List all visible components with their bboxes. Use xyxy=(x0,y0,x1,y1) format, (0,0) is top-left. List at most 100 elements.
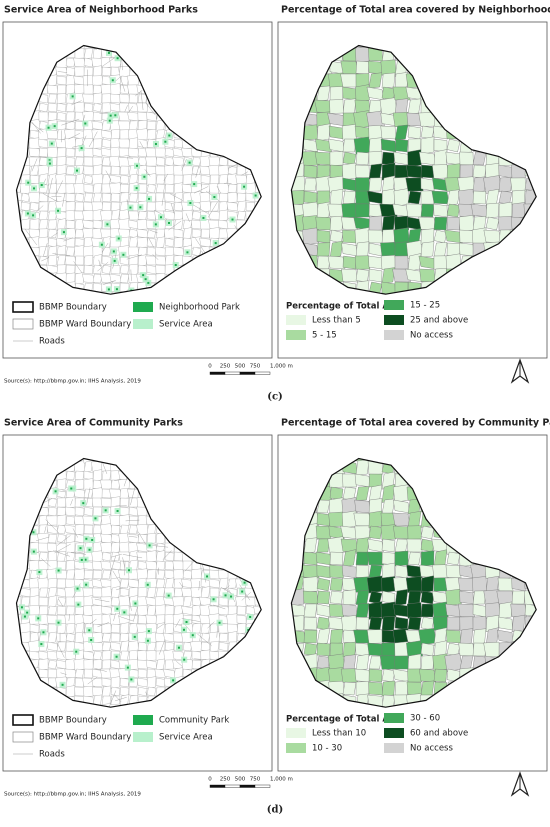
ward xyxy=(48,229,57,238)
ward xyxy=(75,67,85,76)
ward xyxy=(329,126,344,139)
ward xyxy=(369,617,382,630)
ward xyxy=(47,642,58,651)
park xyxy=(230,596,232,598)
ward xyxy=(382,189,395,206)
ward xyxy=(39,193,48,202)
ward xyxy=(459,215,474,231)
scale-label: 1,000 m xyxy=(270,777,293,783)
ward xyxy=(304,538,317,554)
ward xyxy=(343,191,356,204)
ward xyxy=(102,202,111,211)
ward xyxy=(57,94,66,104)
ward xyxy=(138,211,147,220)
ward xyxy=(342,203,358,218)
park xyxy=(57,210,59,212)
park xyxy=(55,490,57,492)
ward xyxy=(473,165,486,178)
ward xyxy=(192,247,201,256)
legend-swatch xyxy=(133,715,153,725)
park xyxy=(77,588,79,590)
ward xyxy=(66,166,75,175)
ward xyxy=(30,219,39,231)
ward xyxy=(395,539,408,552)
ward xyxy=(227,202,239,211)
park xyxy=(116,288,118,290)
ward xyxy=(354,513,371,526)
ward xyxy=(174,552,183,561)
park xyxy=(175,264,177,266)
legend-swatch xyxy=(13,302,33,312)
ward xyxy=(165,570,174,579)
park xyxy=(249,616,251,618)
legend-label: No access xyxy=(410,331,453,341)
ward xyxy=(138,669,147,678)
ward xyxy=(145,157,157,166)
ward xyxy=(48,238,57,247)
ward xyxy=(210,651,220,660)
ward xyxy=(434,204,448,217)
ward xyxy=(219,578,228,589)
park xyxy=(32,214,34,216)
ward xyxy=(472,576,486,592)
ward xyxy=(484,230,501,243)
ward xyxy=(499,191,512,204)
ward xyxy=(111,542,120,553)
ward xyxy=(75,202,84,211)
ward xyxy=(66,103,75,112)
ward xyxy=(129,236,138,248)
ward xyxy=(330,591,343,604)
park xyxy=(26,612,28,614)
ward xyxy=(38,578,50,590)
ward xyxy=(156,265,166,274)
park xyxy=(40,643,42,645)
ward xyxy=(172,597,184,607)
ward xyxy=(421,655,434,669)
scale-label: 1,000 m xyxy=(270,364,293,370)
ward xyxy=(138,139,148,148)
ward xyxy=(209,157,220,166)
park xyxy=(110,115,112,117)
legend-label: Service Area xyxy=(159,733,213,743)
legend-label: Roads xyxy=(39,337,65,347)
scale-segment xyxy=(255,372,270,375)
ward xyxy=(330,87,343,101)
ward xyxy=(165,174,174,185)
ward xyxy=(137,129,149,141)
ward xyxy=(111,676,120,688)
ward xyxy=(356,242,369,258)
ward xyxy=(147,184,156,193)
legend-label: Less than 5 xyxy=(312,316,361,326)
ward xyxy=(92,551,104,563)
ward xyxy=(102,471,111,481)
map-title: Service Area of Community Parks xyxy=(4,418,183,429)
ward xyxy=(341,61,358,74)
ward xyxy=(47,85,57,94)
ward xyxy=(102,660,111,669)
legend-label: 25 and above xyxy=(410,316,468,326)
ward xyxy=(110,94,121,103)
ward xyxy=(120,274,129,283)
ward xyxy=(66,552,75,561)
ward xyxy=(499,216,513,230)
ward xyxy=(407,682,422,695)
ward xyxy=(316,552,331,565)
ward xyxy=(304,630,317,643)
ward xyxy=(408,591,421,604)
scale-segment xyxy=(240,372,255,375)
ward xyxy=(173,561,184,570)
ward xyxy=(39,659,48,671)
ward xyxy=(473,629,486,645)
ward xyxy=(128,211,138,220)
ward xyxy=(65,256,75,265)
ward xyxy=(355,165,369,178)
ward xyxy=(317,243,330,257)
park xyxy=(88,629,90,631)
park xyxy=(255,195,257,197)
ward xyxy=(74,58,86,67)
ward xyxy=(64,525,76,534)
ward xyxy=(93,265,102,274)
ward xyxy=(100,210,113,220)
ward xyxy=(30,130,39,139)
